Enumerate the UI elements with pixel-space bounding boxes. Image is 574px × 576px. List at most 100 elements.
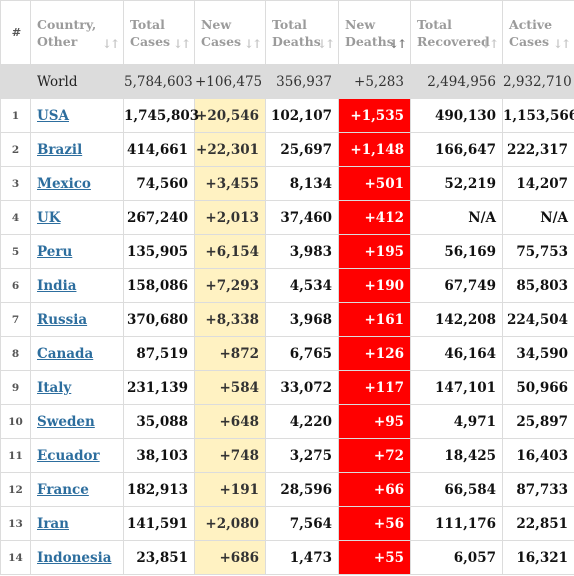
- header-new-cases[interactable]: New Cases ↓↑: [194, 0, 266, 65]
- header-new-cases-line2: Cases: [201, 33, 242, 49]
- country-link[interactable]: Brazil: [37, 141, 83, 158]
- row-index: 14: [0, 540, 31, 575]
- new-cases-cell: +20,546: [194, 98, 266, 133]
- table-row: 12 France 182,913 +191 28,596 +66 66,584 87,733: [0, 472, 574, 507]
- table-row: 14 Indonesia 23,851 +686 1,473 +55 6,057 16,321: [0, 540, 574, 575]
- header-active-cases[interactable]: Active Cases ↓↑: [502, 0, 574, 65]
- country-cell: UK: [30, 200, 124, 235]
- row-index: 13: [0, 506, 31, 541]
- header-new-deaths[interactable]: New Deaths ↓↑: [338, 0, 411, 65]
- row-index: 5: [0, 234, 31, 269]
- header-total-cases-line2: Cases: [130, 33, 171, 49]
- country-link[interactable]: Sweden: [37, 413, 95, 430]
- header-total-recovered[interactable]: Total Recovered ↓↑: [410, 0, 503, 65]
- country-link[interactable]: Canada: [37, 345, 94, 362]
- active-cases-cell: 50,966: [502, 370, 574, 405]
- country-link[interactable]: France: [37, 481, 89, 498]
- total-cases-cell: 414,661: [123, 132, 195, 167]
- header-active-cases-line2: Cases: [509, 33, 550, 49]
- header-total-cases-line1: Total: [130, 16, 165, 32]
- new-cases-cell: +872: [194, 336, 266, 371]
- header-index[interactable]: #: [0, 0, 31, 65]
- row-index: 7: [0, 302, 31, 337]
- new-cases-cell: +22,301: [194, 132, 266, 167]
- country-link[interactable]: Russia: [37, 311, 88, 328]
- active-cases-cell: 85,803: [502, 268, 574, 303]
- country-cell: Ecuador: [30, 438, 124, 473]
- country-link[interactable]: Ecuador: [37, 447, 100, 464]
- sort-icon[interactable]: ↓↑: [552, 37, 571, 51]
- total-deaths-cell: 4,220: [265, 404, 339, 439]
- country-cell: Mexico: [30, 166, 124, 201]
- total-cases-cell: 231,139: [123, 370, 195, 405]
- active-cases-cell: 222,317: [502, 132, 574, 167]
- table-row: 1 USA 1,745,803 +20,546 102,107 +1,535 490,130…: [0, 98, 574, 133]
- sort-icon[interactable]: ↓↑: [172, 37, 191, 51]
- sort-icon[interactable]: ↓↑: [316, 37, 335, 51]
- total-deaths-cell: 3,968: [265, 302, 339, 337]
- total-deaths-cell: 37,460: [265, 200, 339, 235]
- active-cases-cell: 16,321: [502, 540, 574, 575]
- total-cases-cell: 135,905: [123, 234, 195, 269]
- new-deaths-cell: +1,148: [338, 132, 411, 167]
- active-cases-cell: 16,403: [502, 438, 574, 473]
- total-recovered-cell: 67,749: [410, 268, 503, 303]
- header-total-recovered-line1: Total: [417, 16, 452, 32]
- country-link[interactable]: Iran: [37, 515, 69, 532]
- header-new-deaths-line1: New: [345, 16, 376, 32]
- header-total-deaths[interactable]: Total Deaths ↓↑: [265, 0, 339, 65]
- new-cases-cell: +191: [194, 472, 266, 507]
- country-link[interactable]: India: [37, 277, 77, 294]
- active-cases-cell: 1,153,566: [502, 98, 574, 133]
- header-total-cases[interactable]: Total Cases ↓↑: [123, 0, 195, 65]
- new-deaths-cell: +72: [338, 438, 411, 473]
- header-new-cases-line1: New: [201, 16, 232, 32]
- new-cases-cell: +748: [194, 438, 266, 473]
- table-row: 4 UK 267,240 +2,013 37,460 +412 N/A N/A: [0, 200, 574, 235]
- total-cases-cell: 74,560: [123, 166, 195, 201]
- total-deaths-cell: 1,473: [265, 540, 339, 575]
- new-cases-cell: +6,154: [194, 234, 266, 269]
- total-deaths-cell: 356,937: [265, 64, 339, 99]
- country-link[interactable]: Peru: [37, 243, 73, 260]
- total-recovered-cell: N/A: [410, 200, 503, 235]
- new-cases-cell: +3,455: [194, 166, 266, 201]
- total-recovered-cell: 18,425: [410, 438, 503, 473]
- header-new-deaths-line2: Deaths: [345, 33, 394, 49]
- country-link[interactable]: USA: [37, 107, 69, 124]
- country-cell: Peru: [30, 234, 124, 269]
- sort-icon[interactable]: ↓↑: [243, 37, 262, 51]
- row-index: 11: [0, 438, 31, 473]
- sort-desc-icon[interactable]: ↓↑: [388, 37, 407, 51]
- country-link[interactable]: Mexico: [37, 175, 91, 192]
- total-deaths-cell: 28,596: [265, 472, 339, 507]
- active-cases-cell: 34,590: [502, 336, 574, 371]
- total-cases-cell: 23,851: [123, 540, 195, 575]
- total-cases-cell: 141,591: [123, 506, 195, 541]
- total-recovered-cell: 66,584: [410, 472, 503, 507]
- sort-icon[interactable]: ↓↑: [480, 37, 499, 51]
- total-cases-cell: 5,784,603: [123, 64, 195, 99]
- total-deaths-cell: 7,564: [265, 506, 339, 541]
- header-country-line2: Other: [37, 33, 78, 49]
- country-cell: Russia: [30, 302, 124, 337]
- row-index: 2: [0, 132, 31, 167]
- country-link[interactable]: UK: [37, 209, 61, 226]
- table-row: 10 Sweden 35,088 +648 4,220 +95 4,971 25,897: [0, 404, 574, 439]
- country-link[interactable]: Indonesia: [37, 549, 112, 566]
- table-row: 2 Brazil 414,661 +22,301 25,697 +1,148 166,647…: [0, 132, 574, 167]
- country-link[interactable]: Italy: [37, 379, 72, 396]
- total-deaths-cell: 6,765: [265, 336, 339, 371]
- new-deaths-cell: +55: [338, 540, 411, 575]
- new-deaths-cell: +117: [338, 370, 411, 405]
- header-country[interactable]: Country, Other ↓↑: [30, 0, 124, 65]
- total-deaths-cell: 3,983: [265, 234, 339, 269]
- new-deaths-cell: +95: [338, 404, 411, 439]
- sort-icon[interactable]: ↓↑: [101, 37, 120, 51]
- new-deaths-cell: +66: [338, 472, 411, 507]
- row-index: [0, 64, 31, 99]
- new-cases-cell: +7,293: [194, 268, 266, 303]
- total-recovered-cell: 52,219: [410, 166, 503, 201]
- table-row: 7 Russia 370,680 +8,338 3,968 +161 142,208 224,…: [0, 302, 574, 337]
